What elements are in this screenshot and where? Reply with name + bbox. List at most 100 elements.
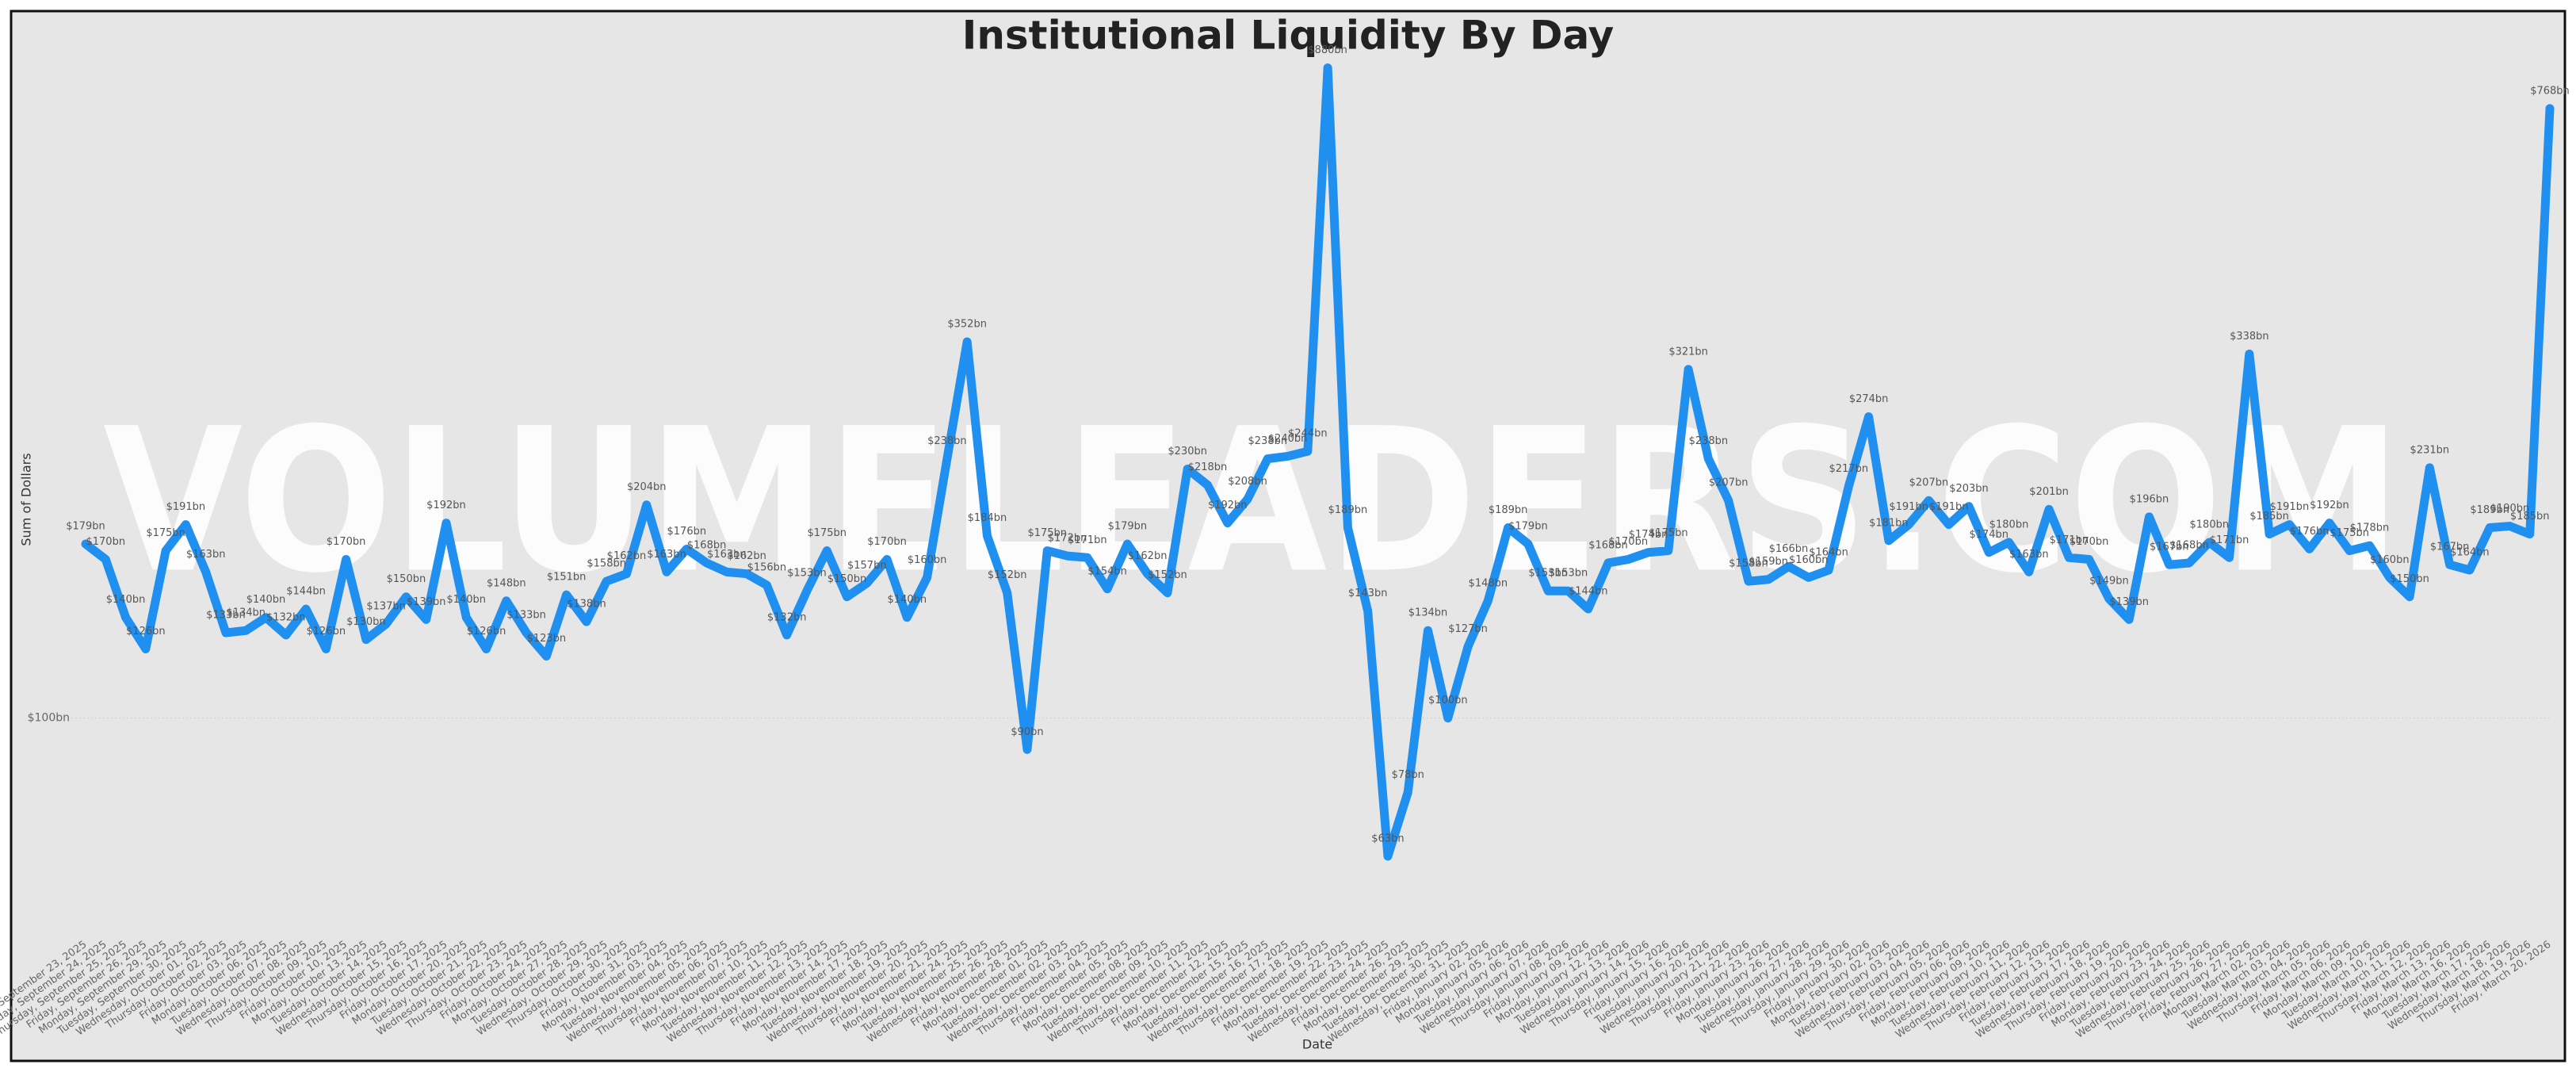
data-label: $127bn: [1448, 623, 1488, 635]
data-label: $153bn: [1528, 568, 1568, 580]
data-label: $134bn: [1408, 607, 1448, 619]
data-label: $149bn: [2089, 576, 2129, 588]
data-label: $163bn: [2009, 549, 2049, 561]
data-label: $158bn: [587, 558, 626, 570]
data-label: $180bn: [1989, 519, 2029, 530]
data-label: $168bn: [687, 539, 727, 551]
data-label: $203bn: [1949, 483, 1989, 495]
data-label: $185bn: [2510, 511, 2550, 523]
data-label: $238bn: [1248, 435, 1288, 447]
data-label: $321bn: [1668, 346, 1708, 358]
data-label: $150bn: [827, 573, 867, 585]
data-label: $152bn: [1148, 569, 1187, 581]
data-label: $274bn: [1849, 393, 1889, 405]
data-label: $158bn: [1729, 558, 1768, 570]
data-label: $240bn: [1268, 433, 1308, 445]
data-label: $163bn: [186, 549, 226, 561]
data-label: $176bn: [2290, 526, 2329, 538]
data-label: $100bn: [1428, 695, 1468, 706]
data-label: $207bn: [1909, 477, 1949, 489]
data-label: $160bn: [2370, 554, 2410, 566]
data-label: $126bn: [126, 626, 166, 637]
data-label: $238bn: [927, 435, 967, 447]
data-label: $170bn: [327, 536, 366, 548]
data-label: $181bn: [1869, 517, 1909, 529]
data-label: $338bn: [2230, 331, 2269, 343]
data-label: $139bn: [2109, 596, 2149, 608]
data-label: $170bn: [1608, 536, 1648, 548]
data-label: $156bn: [747, 561, 787, 573]
data-label: $140bn: [446, 594, 486, 606]
data-label: $217bn: [1829, 463, 1869, 475]
data-label: $160bn: [908, 554, 947, 566]
data-label: $133bn: [506, 610, 546, 622]
data-label: $192bn: [1208, 500, 1248, 511]
data-label: $208bn: [1228, 476, 1267, 488]
data-label: $238bn: [1689, 435, 1729, 447]
data-label: $192bn: [426, 500, 466, 511]
data-label: $153bn: [1549, 568, 1588, 580]
data-label: $151bn: [547, 572, 587, 584]
data-label: $163bn: [647, 549, 686, 561]
data-label: $164bn: [1809, 547, 1848, 559]
data-label: $204bn: [627, 481, 667, 493]
data-label: $175bn: [1027, 527, 1067, 539]
data-label: $174bn: [1969, 529, 2008, 541]
data-label: $244bn: [1288, 428, 1328, 440]
data-label: $123bn: [527, 633, 567, 645]
data-label: $144bn: [1569, 586, 1608, 598]
data-label: $168bn: [1588, 539, 1628, 551]
data-label: $63bn: [1371, 833, 1404, 844]
data-label: $130bn: [346, 616, 386, 628]
watermark: VOLUMELEADERS.COM: [103, 385, 2402, 616]
data-label: $168bn: [2169, 539, 2209, 551]
data-label: $180bn: [2190, 519, 2230, 530]
data-label: $171bn: [1068, 534, 1107, 546]
data-label: $164bn: [2450, 547, 2490, 559]
data-label: $137bn: [366, 600, 406, 612]
data-label: $150bn: [2390, 573, 2429, 585]
data-label: $207bn: [1709, 477, 1749, 489]
data-label: $140bn: [106, 594, 146, 606]
data-label: $189bn: [1489, 504, 1528, 516]
data-label: $157bn: [847, 560, 887, 572]
data-label: $171bn: [2210, 534, 2249, 546]
data-label: $162bn: [607, 550, 647, 562]
data-label: $171bn: [2050, 534, 2089, 546]
data-label: $90bn: [1011, 726, 1043, 738]
data-label: $231bn: [2410, 444, 2450, 456]
data-label: $175bn: [1649, 527, 1688, 539]
data-label: $880bn: [1308, 44, 1347, 56]
data-label: $167bn: [2430, 542, 2470, 553]
data-label: $140bn: [888, 594, 927, 606]
data-label: $179bn: [1108, 521, 1148, 533]
data-label: $132bn: [266, 611, 306, 623]
data-label: $176bn: [667, 526, 707, 538]
data-label: $170bn: [2070, 536, 2109, 548]
data-label: $189bn: [1328, 504, 1368, 516]
data-label: $196bn: [2130, 493, 2169, 505]
data-label: $160bn: [1789, 554, 1829, 566]
data-label: $185bn: [2249, 511, 2289, 523]
data-label: $170bn: [86, 536, 125, 548]
data-label: $150bn: [387, 573, 426, 585]
data-label: $138bn: [567, 599, 606, 611]
data-label: $143bn: [1348, 588, 1388, 599]
data-label: $139bn: [407, 596, 446, 608]
data-label: $162bn: [727, 550, 766, 562]
data-label: $191bn: [2270, 501, 2310, 513]
data-label: $179bn: [66, 521, 105, 533]
data-label: $132bn: [767, 611, 807, 623]
data-label: $167bn: [2150, 542, 2189, 553]
data-label: $163bn: [707, 549, 747, 561]
data-label: $126bn: [307, 626, 346, 637]
data-label: $230bn: [1168, 446, 1207, 458]
data-label: $175bn: [807, 527, 847, 539]
data-label: $192bn: [2310, 500, 2349, 511]
data-label: $184bn: [968, 512, 1007, 524]
line: [81, 63, 2555, 861]
data-label: $148bn: [487, 577, 526, 589]
data-label: $153bn: [787, 568, 827, 580]
data-label: $148bn: [1469, 577, 1508, 589]
data-label: $175bn: [146, 527, 185, 539]
